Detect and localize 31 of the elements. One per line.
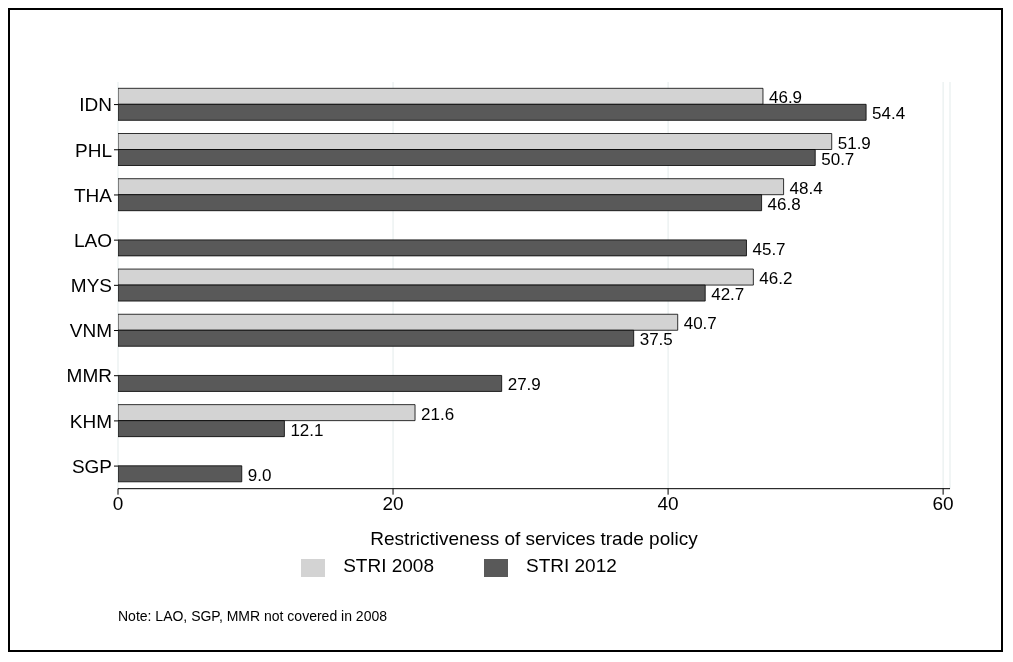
- data-label: 54.4: [872, 104, 906, 124]
- y-tick-label: PHL: [75, 139, 112, 161]
- data-label: 46.9: [768, 88, 803, 108]
- data-label: 42.7: [711, 285, 745, 305]
- y-tick-label: LAO: [73, 229, 112, 251]
- y-tick-label: VNM: [69, 320, 112, 342]
- data-label: 27.9: [507, 375, 541, 395]
- legend-label: STRI 2008: [343, 554, 434, 576]
- x-tick-label: 20: [382, 493, 404, 515]
- data-label: 46.2: [759, 269, 793, 289]
- data-label: 45.7: [752, 239, 786, 259]
- y-tick-label: KHM: [69, 410, 112, 432]
- data-label: 21.6: [421, 404, 455, 424]
- data-label: 40.7: [683, 314, 717, 334]
- y-tick-label: MYS: [70, 275, 112, 297]
- legend-label: STRI 2012: [526, 554, 617, 576]
- y-tick-label: SGP: [71, 455, 112, 477]
- bar: [118, 239, 747, 257]
- y-tick-label: IDN: [79, 94, 112, 116]
- bar: [118, 465, 243, 483]
- y-tick-label: MMR: [66, 365, 112, 387]
- data-label: 9.0: [247, 465, 272, 485]
- y-tick-label: THA: [74, 184, 113, 206]
- data-label: 37.5: [639, 330, 673, 350]
- x-axis-title: Restrictiveness of services trade policy: [370, 527, 699, 549]
- text: Note: LAO, SGP, MMR not covered in 2008: [118, 608, 387, 624]
- x-tick-label: 0: [112, 493, 124, 515]
- bar: [118, 375, 503, 392]
- x-tick-label: 60: [932, 493, 954, 515]
- data-label: 12.1: [290, 420, 324, 440]
- x-tick-label: 40: [657, 493, 679, 515]
